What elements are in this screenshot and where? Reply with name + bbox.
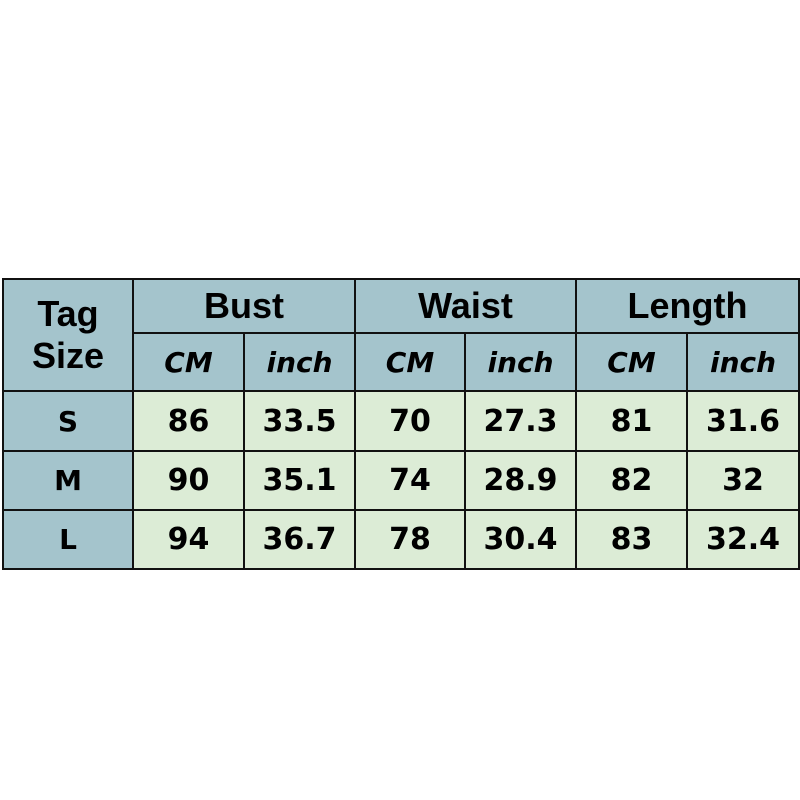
measurement-cell: 31.6	[685, 390, 800, 452]
unit-header: inch	[243, 332, 356, 392]
measurement-cell: 28.9	[464, 450, 577, 511]
tag-size-header: Tag Size	[2, 278, 134, 392]
measurement-cell: 74	[354, 450, 466, 511]
measurement-cell: 30.4	[464, 509, 577, 570]
size-cell: S	[2, 390, 134, 452]
size-chart-table: Tag Size Bust Waist Length CM inch CM inc…	[2, 278, 800, 570]
measurement-cell: 78	[354, 509, 466, 570]
waist-header: Waist	[354, 278, 577, 334]
measurement-cell: 90	[132, 450, 245, 511]
measurement-cell: 70	[354, 390, 466, 452]
table-row: L 94 36.7 78 30.4 83 32.4	[2, 509, 800, 570]
size-cell: M	[2, 450, 134, 511]
measurement-cell: 32	[685, 450, 800, 511]
measurement-cell: 33.5	[243, 390, 356, 452]
unit-header: CM	[575, 332, 688, 392]
unit-header: inch	[685, 332, 800, 392]
measurement-cell: 94	[132, 509, 245, 570]
measurement-cell: 27.3	[464, 390, 577, 452]
table-row: M 90 35.1 74 28.9 82 32	[2, 450, 800, 511]
measurement-cell: 32.4	[685, 509, 800, 570]
unit-header: CM	[354, 332, 466, 392]
size-cell: L	[2, 509, 134, 570]
unit-header: inch	[464, 332, 577, 392]
length-header: Length	[574, 278, 800, 334]
measurement-cell: 81	[575, 390, 688, 452]
measurement-cell: 83	[575, 509, 688, 570]
measurement-cell: 36.7	[243, 509, 356, 570]
unit-header: CM	[132, 332, 245, 392]
bust-header: Bust	[132, 278, 356, 334]
measurement-cell: 86	[132, 390, 245, 452]
measurement-cell: 82	[575, 450, 688, 511]
measurement-cell: 35.1	[243, 450, 356, 511]
table-row: S 86 33.5 70 27.3 81 31.6	[2, 390, 800, 452]
